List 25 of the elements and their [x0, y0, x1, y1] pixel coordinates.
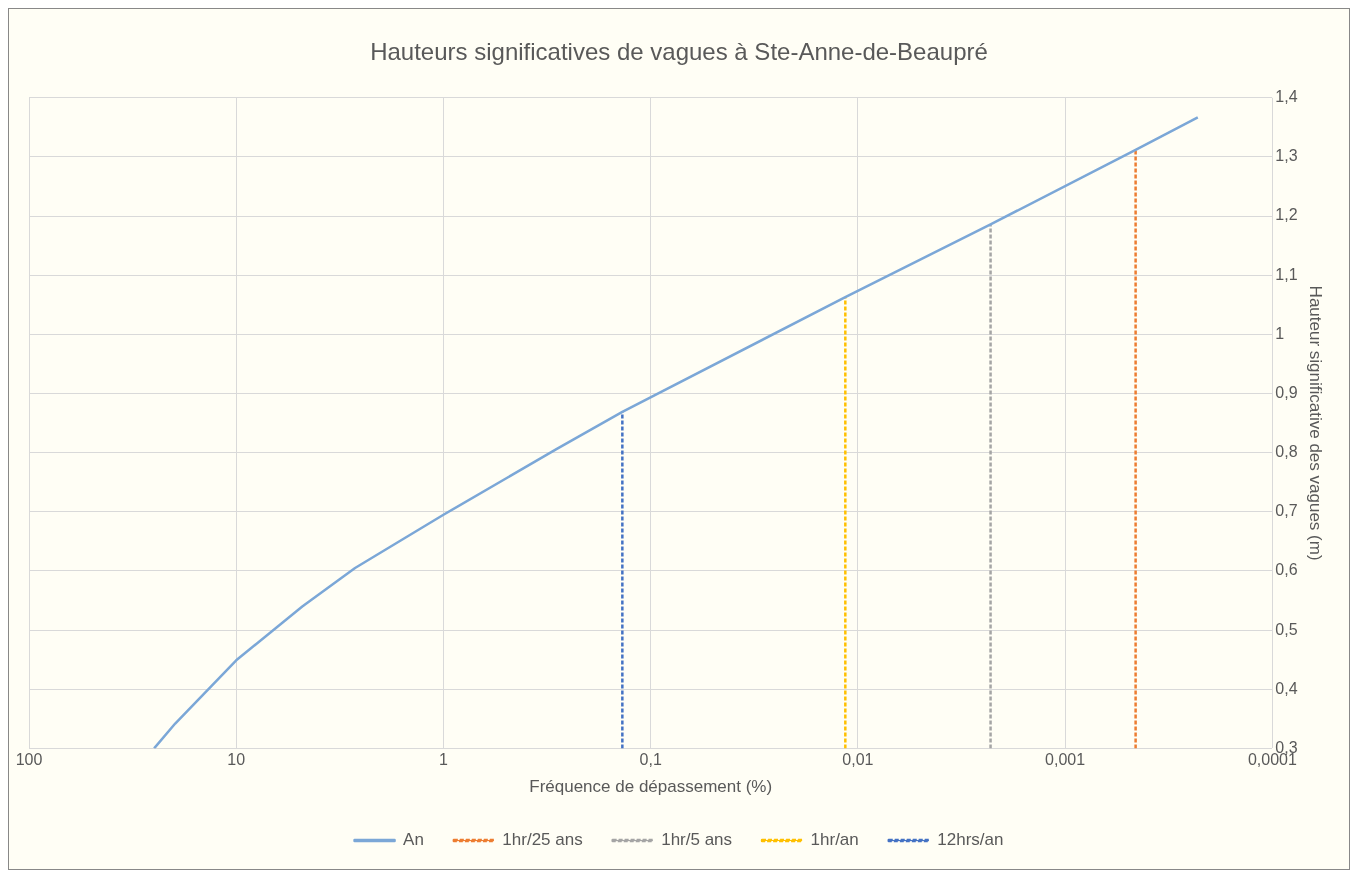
legend-label: 1hr/5 ans — [661, 830, 733, 850]
y-tick-label: 1,3 — [1275, 147, 1298, 165]
x-tick-label: 100 — [15, 751, 43, 769]
legend-label: 12hrs/an — [937, 830, 1004, 850]
y-tick-label: 1,1 — [1275, 265, 1298, 283]
legend-label: An — [403, 830, 424, 850]
x-axis-title: Fréquence de dépassement (%) — [529, 777, 773, 797]
y-tick-label: 0,5 — [1275, 620, 1298, 638]
x-tick-label: 0,1 — [639, 751, 662, 769]
legend-label: 1hr/25 ans — [502, 830, 583, 850]
y-axis-title: Hauteur significative des vagues (m) — [1306, 285, 1326, 561]
y-tick-label: 1,4 — [1275, 88, 1298, 106]
y-tick-label: 0,7 — [1275, 502, 1298, 520]
y-tick-label: 0,4 — [1275, 679, 1298, 697]
y-tick-label: 0,6 — [1275, 561, 1298, 579]
y-tick-label: 0,9 — [1275, 383, 1298, 401]
x-tick-label: 1 — [439, 751, 448, 769]
x-tick-label: 0,001 — [1045, 751, 1086, 769]
chart-title: Hauteurs significatives de vagues à Ste-Anne-de-Beaupré — [370, 38, 988, 66]
y-tick-label: 1 — [1275, 324, 1285, 342]
legend-label: 1hr/an — [810, 830, 859, 850]
x-tick-label: 10 — [227, 751, 246, 769]
x-tick-label: 0,01 — [842, 751, 874, 769]
y-tick-label: 1,2 — [1275, 206, 1298, 224]
y-tick-label: 0,8 — [1275, 443, 1298, 461]
